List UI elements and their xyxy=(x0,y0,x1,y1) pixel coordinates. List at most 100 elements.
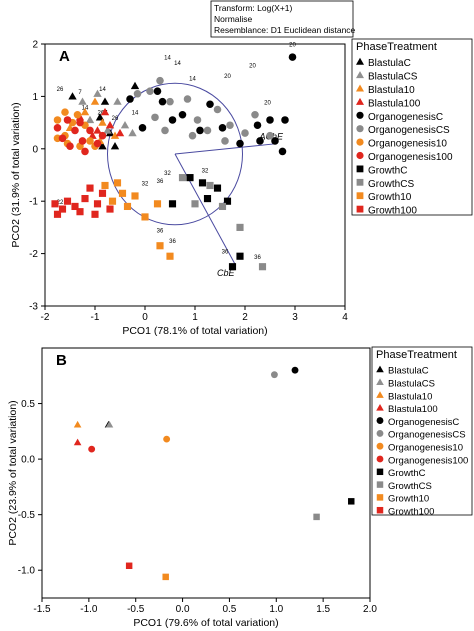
data-point xyxy=(198,179,207,187)
info-line: Resemblance: D1 Euclidean distance xyxy=(214,25,356,35)
y-tick-label: 1 xyxy=(32,92,38,103)
series-BlastulaCS xyxy=(105,420,114,428)
series-OrganogenesisC xyxy=(126,53,297,156)
legend-label: OrganogenesisCS xyxy=(388,430,466,441)
vector-label: CbE xyxy=(217,268,236,278)
legend-label: Organogenesis100 xyxy=(388,455,468,466)
data-point xyxy=(251,110,259,119)
data-point xyxy=(241,129,249,137)
data-point xyxy=(73,420,82,428)
legend-marker xyxy=(376,494,384,501)
data-point xyxy=(103,126,112,134)
series-GrowthCS xyxy=(313,513,320,521)
data-point xyxy=(213,184,222,192)
legend-marker xyxy=(356,178,364,186)
data-point xyxy=(76,118,84,127)
data-point xyxy=(236,223,244,231)
point-annotation: 20 xyxy=(264,100,271,106)
data-point xyxy=(266,116,274,124)
point-annotation: 14 xyxy=(99,87,106,93)
info-line: Normalise xyxy=(214,14,253,24)
legend-marker xyxy=(356,71,364,79)
data-point xyxy=(71,126,79,135)
y-tick-label: -0.5 xyxy=(18,510,36,521)
data-point xyxy=(313,513,320,521)
data-point xyxy=(105,121,115,129)
x-tick-label: -1.5 xyxy=(33,604,51,615)
legend-marker xyxy=(356,97,364,105)
series-Growth100 xyxy=(125,562,133,570)
data-point xyxy=(223,197,232,205)
point-annotation: 7 xyxy=(78,90,82,96)
data-point xyxy=(168,200,177,208)
data-point xyxy=(196,126,204,135)
data-point xyxy=(86,126,94,135)
data-point xyxy=(71,202,79,211)
point-annotation: 20 xyxy=(249,64,256,70)
data-point xyxy=(86,184,94,192)
legend-label: GrowthCS xyxy=(368,179,414,190)
data-point xyxy=(161,126,169,135)
point-annotation: 14 xyxy=(132,111,139,117)
legend-label: Blastula10 xyxy=(368,85,415,96)
data-point xyxy=(88,445,96,453)
data-point xyxy=(158,97,167,106)
data-point xyxy=(90,97,100,105)
data-point xyxy=(281,116,289,124)
x-tick-label: -0.5 xyxy=(127,604,145,615)
data-point xyxy=(98,141,107,150)
data-point xyxy=(271,137,279,145)
data-point xyxy=(226,121,234,129)
data-point xyxy=(203,195,212,203)
legend-marker xyxy=(356,84,364,92)
data-point xyxy=(203,126,212,135)
y-tick-label: 0.5 xyxy=(21,399,35,410)
point-annotation: 32 xyxy=(202,168,209,174)
data-point xyxy=(178,110,187,119)
legend-label: Blastula10 xyxy=(388,391,432,402)
series-OrganogenesisCS xyxy=(133,76,274,145)
data-point xyxy=(51,200,59,208)
x-tick-label: 1.0 xyxy=(269,604,283,615)
x-tick-label: 0.5 xyxy=(222,604,236,615)
series-GrowthC xyxy=(168,174,244,271)
point-annotation: 32 xyxy=(164,171,171,177)
data-point xyxy=(138,124,147,132)
info-box: Transform: Log(X+1)NormaliseResemblance:… xyxy=(210,0,356,38)
data-point xyxy=(80,107,90,116)
legend-frame xyxy=(371,346,473,516)
data-point xyxy=(123,202,132,211)
y-tick-label: 0.0 xyxy=(21,455,35,466)
data-point xyxy=(91,210,99,218)
data-point xyxy=(221,137,229,145)
data-point xyxy=(218,124,227,132)
data-point xyxy=(73,110,82,119)
data-point xyxy=(85,115,95,124)
legend-marker xyxy=(376,455,384,463)
legend-label: GrowthCS xyxy=(388,481,432,492)
legend-label: GrowthC xyxy=(388,468,426,479)
point-annotation: 22 xyxy=(57,200,64,206)
legend-marker xyxy=(356,165,364,173)
legend-label: Growth10 xyxy=(368,192,412,203)
y-axis-label: PCO2 (23.9% of total variation) xyxy=(7,400,19,545)
data-point xyxy=(106,205,114,213)
info-line: Transform: Log(X+1) xyxy=(214,3,293,13)
y-tick-label: 2 xyxy=(32,40,38,51)
legend-marker xyxy=(356,111,364,119)
point-annotation: 32 xyxy=(142,181,149,187)
data-point xyxy=(288,53,297,61)
legend: PhaseTreatment BlastulaC BlastulaCS Blastul… xyxy=(351,38,473,217)
x-tick-label: 4 xyxy=(342,312,348,323)
info-box-frame xyxy=(210,0,354,38)
series-Blastula100 xyxy=(73,438,82,446)
data-point xyxy=(133,90,142,98)
legend-label: Blastula100 xyxy=(388,404,438,415)
data-point xyxy=(53,124,62,132)
panel-label: A xyxy=(59,48,70,65)
legend-marker xyxy=(376,365,384,373)
data-point xyxy=(266,131,274,140)
legend-label: Organogenesis10 xyxy=(368,139,447,150)
